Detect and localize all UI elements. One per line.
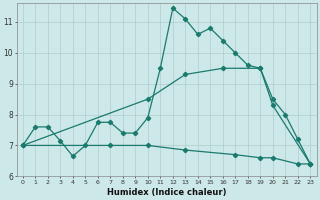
- X-axis label: Humidex (Indice chaleur): Humidex (Indice chaleur): [107, 188, 226, 197]
